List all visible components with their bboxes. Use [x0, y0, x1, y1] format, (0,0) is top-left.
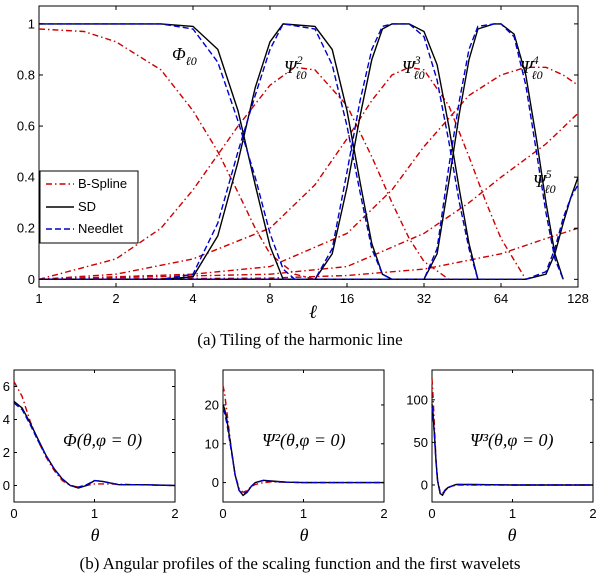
tiling-sd-curve-2: [39, 23, 393, 280]
caption-a: (a) Tiling of the harmonic line: [197, 330, 402, 349]
legend-needlet-label: Needlet: [78, 221, 123, 236]
tiling-xtick-label: 2: [112, 291, 119, 306]
tiling-chart: 1 2 4 8 16 32 64 128 0 0.2 0.4 0.6 0.8 1 Φℓ0 Ψ2 ℓ0 Ψ3 ℓ…: [17, 5, 589, 323]
tiling-curves: [38, 23, 579, 280]
psi2-curves: [222, 385, 384, 497]
psi2-xtick-label: 1: [300, 506, 307, 521]
psi4-l0-label: Ψ4 ℓ0: [520, 53, 543, 82]
tiling-ytick-label: 0: [28, 272, 35, 287]
psi3-xtick-label: 1: [509, 506, 516, 521]
phi-annotation: Φ(θ,φ = 0): [63, 430, 142, 451]
phi-xtick-label: 1: [91, 506, 98, 521]
tiling-xlabel: ℓ: [309, 302, 317, 323]
tiling-b-spline-curve-6: [38, 227, 579, 280]
tiling-needlet-curve-1: [39, 23, 296, 280]
tiling-needlet-curve-2: [39, 23, 393, 280]
phi-xlabel: θ: [91, 525, 100, 545]
tiling-b-spline-curve-2: [38, 66, 450, 280]
tiling-b-spline-curve-3: [38, 66, 527, 280]
legend-sd-label: SD: [78, 199, 96, 214]
tiling-xtick-label: 8: [266, 291, 273, 306]
psi2-ytick-label: 0: [212, 475, 219, 490]
psi2-annotation: Ψ²(θ,φ = 0): [262, 430, 346, 451]
tiling-ytick-label: 0.8: [17, 67, 35, 82]
phi-ytick-label: 2: [3, 445, 10, 460]
tiling-b-spline-curve-4: [38, 66, 579, 280]
psi3-xtick-label: 2: [589, 506, 596, 521]
phi-needlet-curve-1: [13, 402, 176, 488]
tiling-ytick-label: 0.2: [17, 221, 35, 236]
psi2-plot-frame: [222, 369, 385, 503]
psi3-ytick-label: 0: [421, 477, 428, 492]
psi2-xlabel: θ: [300, 525, 309, 545]
phi-ytick-label: 6: [3, 379, 10, 394]
psi5-l0-label: Ψ5 ℓ0: [533, 167, 556, 196]
tiling-xtick-label: 4: [189, 291, 196, 306]
caption-b: (b) Angular profiles of the scaling func…: [80, 554, 521, 573]
tiling-ytick-label: 0.4: [17, 170, 35, 185]
psi3-curves: [431, 378, 593, 497]
tiling-needlet-curve-3: [39, 23, 479, 280]
psi3-plot-frame: [431, 369, 594, 503]
tiling-ytick-label: 0.6: [17, 119, 35, 134]
psi3-annotation: Ψ³(θ,φ = 0): [470, 430, 554, 451]
psi2-l0-label: Ψ2 ℓ0: [284, 53, 307, 82]
psi3-xlabel: θ: [508, 525, 517, 545]
tiling-plot-frame: [38, 5, 579, 288]
tiling-axes: 1 2 4 8 16 32 64 128 0 0.2 0.4 0.6 0.8 1: [17, 6, 589, 306]
phi-curves: [13, 381, 176, 489]
tiling-xtick-label: 128: [567, 291, 589, 306]
phi-profile-chart: 0 1 2 0 2 4 6 Φ(θ,φ = 0) θ: [3, 369, 179, 545]
psi2-xtick-label: 0: [219, 506, 226, 521]
tiling-xtick-label: 16: [340, 291, 354, 306]
psi3-profile-chart: 0 1 2 0 50 100 Ψ³(θ,φ = 0) θ: [406, 369, 597, 545]
psi3-xtick-label: 0: [428, 506, 435, 521]
psi3-ytick-label: 100: [406, 392, 428, 407]
psi2-ytick-label: 20: [205, 397, 219, 412]
phi-xtick-label: 0: [10, 506, 17, 521]
tiling-ytick-label: 1: [28, 16, 35, 31]
tiling-needlet-curve-4: [39, 23, 564, 280]
tiling-xtick-label: 1: [35, 291, 42, 306]
phi-ytick-label: 0: [3, 478, 10, 493]
psi3-needlet-curve-1: [431, 406, 593, 496]
psi3-axes: 0 1 2 0 50 100: [406, 370, 597, 521]
tiling-b-spline-curve-5: [38, 112, 579, 280]
phi-axes: 0 1 2 0 2 4 6: [3, 370, 179, 521]
phi-ytick-label: 4: [3, 412, 10, 427]
psi2-ytick-label: 10: [205, 436, 219, 451]
legend: B-Spline SD Needlet: [39, 170, 139, 244]
tiling-xtick-label: 32: [417, 291, 431, 306]
psi2-needlet-curve-1: [222, 408, 384, 496]
phi-xtick-label: 2: [171, 506, 178, 521]
tiling-b-spline-curve-1: [38, 28, 316, 280]
tiling-xtick-label: 64: [494, 291, 508, 306]
psi3-l0-label: Ψ3 ℓ0: [402, 53, 425, 82]
tiling-needlet-curve-5: [39, 184, 579, 280]
psi3-ytick-label: 50: [414, 435, 428, 450]
psi2-xtick-label: 2: [380, 506, 387, 521]
phi-l0-label: Φℓ0: [172, 44, 197, 68]
legend-bspline-label: B-Spline: [78, 176, 127, 191]
